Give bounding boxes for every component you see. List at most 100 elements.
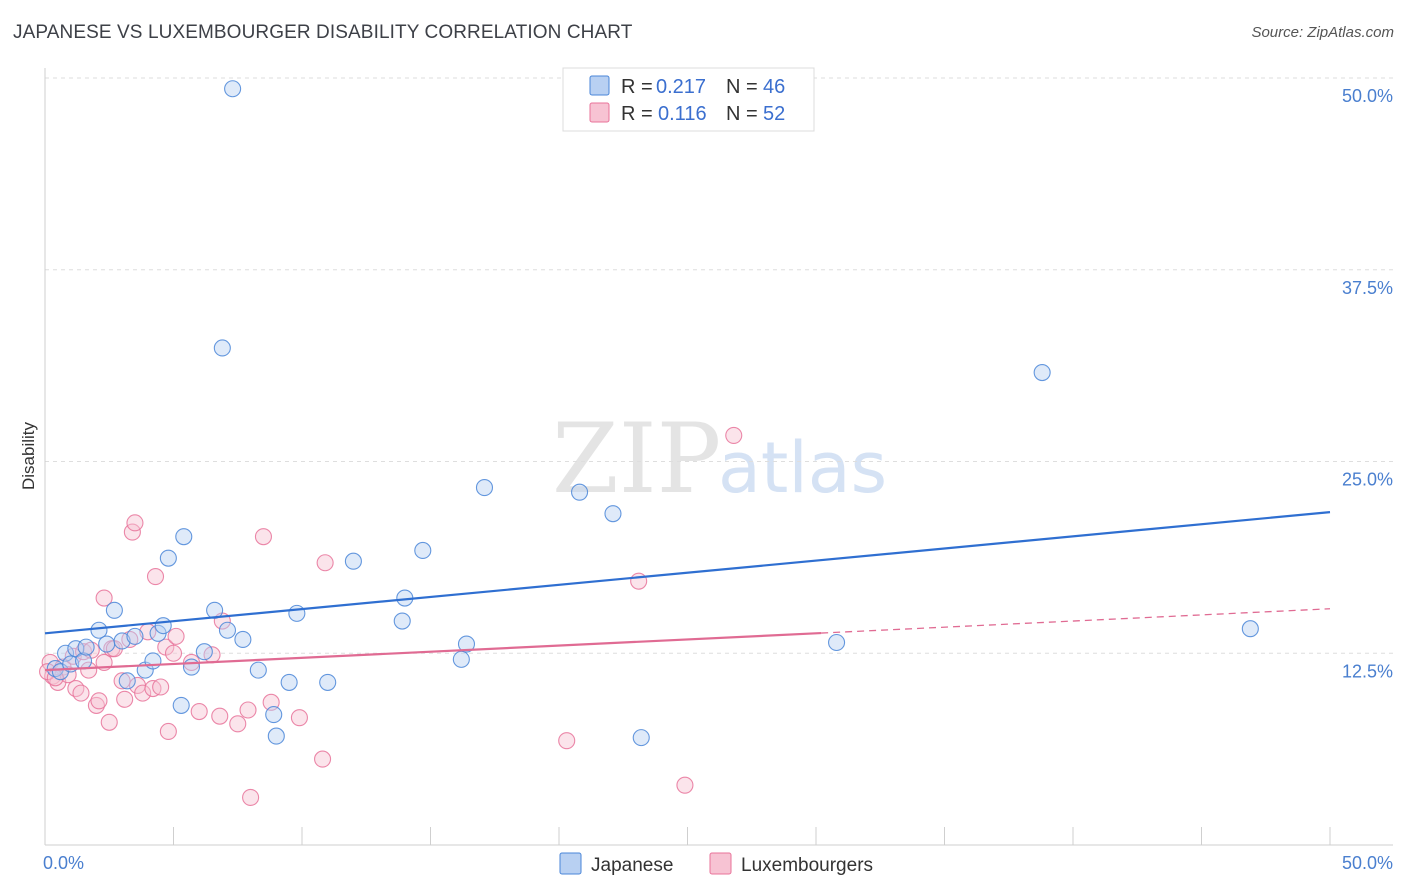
japanese-point-44 (1033, 363, 1051, 382)
japanese-point-41 (604, 505, 622, 523)
source-credit: Source: ZipAtlas.com (1251, 24, 1394, 41)
luxembourgers-point-19 (126, 514, 144, 532)
luxembourgers-point-35 (229, 715, 247, 733)
legend-r-value-japanese: 0.217 (656, 76, 706, 98)
japanese-point-38 (457, 635, 476, 653)
y-axis-label: Disability (19, 421, 38, 490)
luxembourgers-point-27 (159, 722, 177, 741)
luxembourgers-point-28 (164, 644, 183, 662)
luxembourgers-point-10 (87, 696, 105, 714)
japanese-point-25 (213, 339, 231, 357)
x-tick-labels: 0.0% 50.0% (43, 853, 1393, 873)
japanese-point-14 (144, 652, 162, 670)
japanese-point-23 (218, 621, 237, 639)
axes (44, 68, 1393, 846)
luxembourgers-point-46 (725, 426, 743, 444)
y-tick-label-0: 12.5% (1342, 661, 1393, 681)
japanese-point-29 (267, 727, 285, 745)
luxembourgers-point-43 (558, 732, 576, 750)
legend-swatch-japanese (589, 75, 610, 96)
watermark-atlas: atlas (718, 427, 887, 509)
luxembourgers-point-31 (190, 702, 208, 721)
japanese-point-9 (105, 601, 123, 619)
japanese-point-2 (57, 644, 75, 662)
luxembourgers-point-15 (100, 713, 118, 731)
luxembourgers-point-49 (72, 684, 90, 702)
japanese-points (46, 80, 1259, 747)
japanese-point-24 (224, 80, 242, 98)
legend-r-label-japanese: R = (621, 76, 653, 98)
series-legend: Japanese Luxembourgers (559, 852, 873, 876)
luxembourgers-point-24 (146, 567, 165, 586)
japanese-point-18 (172, 696, 190, 714)
luxembourgers-trend-line (44, 631, 822, 672)
japanese-point-12 (126, 627, 144, 645)
luxembourgers-point-38 (254, 528, 273, 546)
bottom-legend-label-japanese: Japanese (591, 855, 673, 876)
japanese-point-16 (154, 617, 172, 635)
japanese-point-27 (249, 661, 267, 679)
luxembourgers-point-16 (113, 672, 131, 690)
legend-n-label-japanese: N = (726, 76, 758, 98)
luxembourgers-point-17 (116, 690, 134, 708)
luxembourgers-point-25 (152, 678, 170, 696)
luxembourgers-point-45 (676, 776, 694, 794)
luxembourgers-trend-line-extension (821, 608, 1331, 634)
japanese-point-39 (475, 479, 494, 497)
luxembourgers-point-41 (314, 750, 332, 768)
legend-n-label-luxembourgers: N = (726, 103, 758, 125)
chart-title: JAPANESE VS LUXEMBOURGER DISABILITY CORR… (13, 22, 633, 43)
luxembourgers-point-36 (239, 701, 257, 719)
legend-n-value-japanese: 46 (763, 76, 785, 98)
japanese-point-42 (632, 729, 650, 747)
japanese-point-21 (195, 643, 213, 661)
luxembourgers-point-29 (167, 627, 185, 645)
japanese-point-36 (414, 541, 432, 560)
japanese-point-20 (182, 658, 201, 676)
trend-lines (44, 511, 1331, 672)
legend-r-label-luxembourgers: R = (621, 103, 653, 125)
japanese-point-32 (319, 673, 337, 691)
japanese-point-5 (75, 652, 93, 670)
bottom-legend-swatch-japanese (559, 852, 582, 875)
luxembourgers-point-13 (95, 589, 113, 607)
japanese-trend-line (44, 511, 1331, 635)
x-tick-label-max: 50.0% (1342, 853, 1393, 873)
luxembourgers-point-11 (90, 692, 108, 710)
japanese-point-8 (98, 635, 116, 653)
luxembourgers-point-40 (290, 709, 308, 727)
luxembourgers-point-6 (67, 679, 85, 698)
luxembourgers-point-21 (134, 684, 152, 702)
correlation-legend: R = 0.217 N = 46 R = 0.116 N = 52 (562, 67, 815, 132)
japanese-point-11 (118, 672, 136, 690)
japanese-point-19 (175, 528, 193, 546)
watermark-zip: ZIP (552, 403, 721, 515)
y-tick-label-3: 50.0% (1342, 86, 1393, 106)
luxembourgers-point-8 (80, 661, 98, 679)
legend-r-value-luxembourgers: 0.116 (658, 103, 707, 125)
japanese-point-34 (393, 612, 411, 630)
japanese-point-31 (288, 604, 306, 622)
gridlines (45, 77, 1393, 654)
japanese-point-28 (265, 706, 283, 724)
japanese-point-43 (828, 633, 846, 652)
legend-swatch-luxembourgers (589, 102, 610, 123)
luxembourgers-point-44 (630, 572, 648, 590)
japanese-point-17 (159, 549, 177, 567)
y-tick-labels: 12.5% 25.0% 37.5% 50.0% (1342, 86, 1393, 681)
legend-n-value-luxembourgers: 52 (763, 103, 785, 125)
japanese-point-10 (113, 632, 131, 650)
japanese-point-6 (77, 638, 95, 656)
bottom-legend-label-luxembourgers: Luxembourgers (741, 855, 873, 876)
y-tick-label-2: 37.5% (1342, 278, 1393, 298)
bottom-legend-swatch-luxembourgers (709, 852, 732, 875)
japanese-point-7 (90, 621, 108, 639)
japanese-point-33 (344, 552, 362, 570)
y-tick-label-1: 25.0% (1342, 470, 1393, 490)
japanese-point-45 (1241, 620, 1259, 638)
japanese-point-40 (571, 483, 589, 501)
luxembourgers-point-42 (316, 554, 334, 572)
japanese-point-37 (452, 650, 470, 668)
x-tick-label-min: 0.0% (43, 853, 84, 873)
